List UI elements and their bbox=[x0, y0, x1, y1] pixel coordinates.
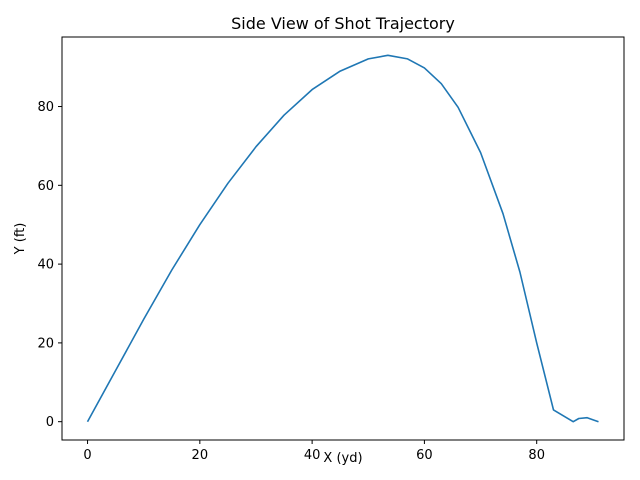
chart-title: Side View of Shot Trajectory bbox=[231, 14, 455, 33]
x-tick-label: 60 bbox=[416, 448, 433, 463]
y-tick-label: 0 bbox=[46, 415, 54, 430]
series-line-0 bbox=[86, 54, 599, 423]
y-tick-label: 80 bbox=[37, 100, 54, 115]
axes-frame bbox=[61, 36, 625, 441]
y-tick-label: 20 bbox=[37, 336, 54, 351]
x-axis-label: X (yd) bbox=[323, 451, 362, 466]
y-axis-ticks: 0 20 40 60 80 bbox=[37, 100, 62, 430]
x-tick-label: 40 bbox=[304, 448, 321, 463]
x-axis-ticks: 0 20 40 60 80 bbox=[83, 440, 545, 463]
y-axis-label: Y (ft) bbox=[13, 223, 28, 256]
plot-area: 0 20 40 60 80 0 20 40 60 80 bbox=[37, 36, 625, 463]
x-tick-label: 0 bbox=[83, 448, 91, 463]
x-tick-label: 20 bbox=[192, 448, 209, 463]
x-tick-label: 80 bbox=[528, 448, 545, 463]
series-layer bbox=[86, 54, 599, 423]
y-tick-label: 60 bbox=[37, 179, 54, 194]
y-tick-label: 40 bbox=[37, 258, 54, 273]
